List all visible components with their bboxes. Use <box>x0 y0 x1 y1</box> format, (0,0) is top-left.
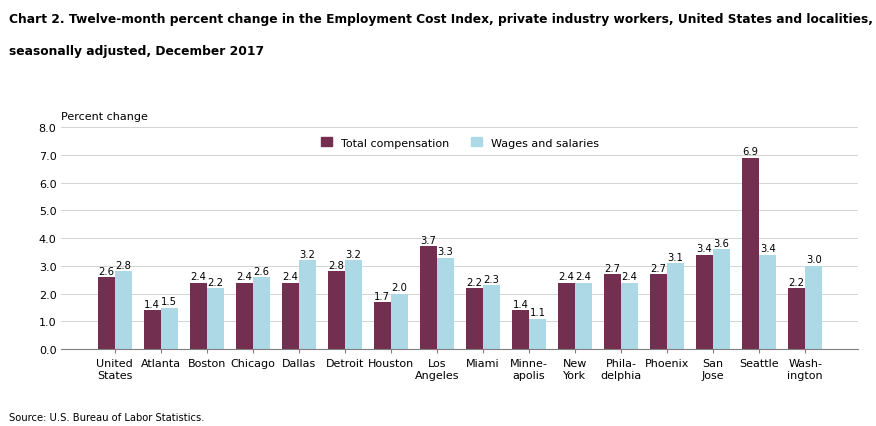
Text: 2.2: 2.2 <box>466 277 483 287</box>
Bar <box>788 288 805 349</box>
Text: 2.7: 2.7 <box>651 263 667 273</box>
Text: Chart 2. Twelve-month percent change in the Employment Cost Index, private indus: Chart 2. Twelve-month percent change in … <box>9 13 876 26</box>
Text: 3.7: 3.7 <box>420 236 436 245</box>
Bar <box>299 261 315 349</box>
Text: 2.2: 2.2 <box>208 277 223 287</box>
Text: 2.2: 2.2 <box>788 277 805 287</box>
Text: 2.4: 2.4 <box>559 271 575 282</box>
Bar <box>668 263 684 349</box>
Text: 2.8: 2.8 <box>328 260 344 271</box>
Bar <box>805 266 823 349</box>
Text: 2.4: 2.4 <box>190 271 206 282</box>
Text: 2.8: 2.8 <box>115 260 131 271</box>
Text: 3.1: 3.1 <box>668 252 683 262</box>
Bar <box>713 250 731 349</box>
Bar <box>604 275 621 349</box>
Text: Source: U.S. Bureau of Labor Statistics.: Source: U.S. Bureau of Labor Statistics. <box>9 412 204 422</box>
Bar <box>236 283 252 349</box>
Text: 2.4: 2.4 <box>237 271 252 282</box>
Text: 6.9: 6.9 <box>743 147 759 157</box>
Bar <box>483 286 500 349</box>
Bar <box>529 319 546 349</box>
Bar <box>252 277 270 349</box>
Text: 1.4: 1.4 <box>145 299 160 309</box>
Text: 2.3: 2.3 <box>484 274 499 284</box>
Text: 2.0: 2.0 <box>392 282 407 293</box>
Bar <box>391 294 408 349</box>
Text: 3.0: 3.0 <box>806 255 822 265</box>
Legend: Total compensation, Wages and salaries: Total compensation, Wages and salaries <box>316 133 604 153</box>
Bar <box>345 261 362 349</box>
Text: 2.4: 2.4 <box>576 271 591 282</box>
Bar <box>575 283 592 349</box>
Text: Percent change: Percent change <box>61 112 148 121</box>
Bar <box>621 283 638 349</box>
Text: 3.2: 3.2 <box>345 249 361 259</box>
Bar <box>189 283 207 349</box>
Bar <box>696 255 713 349</box>
Bar <box>144 311 160 349</box>
Text: 2.4: 2.4 <box>282 271 298 282</box>
Text: 3.3: 3.3 <box>437 247 453 256</box>
Text: 2.7: 2.7 <box>604 263 620 273</box>
Bar <box>328 272 345 349</box>
Bar <box>759 255 776 349</box>
Text: 3.4: 3.4 <box>759 244 775 254</box>
Bar <box>437 258 454 349</box>
Text: 1.4: 1.4 <box>512 299 528 309</box>
Bar <box>282 283 299 349</box>
Text: 1.7: 1.7 <box>374 291 391 301</box>
Bar <box>466 288 483 349</box>
Bar <box>115 272 131 349</box>
Text: 2.4: 2.4 <box>622 271 638 282</box>
Bar <box>160 308 178 349</box>
Text: 2.6: 2.6 <box>253 266 269 276</box>
Text: 3.4: 3.4 <box>696 244 712 254</box>
Bar <box>374 302 391 349</box>
Text: 3.6: 3.6 <box>714 238 730 248</box>
Bar <box>558 283 575 349</box>
Bar <box>207 288 223 349</box>
Text: seasonally adjusted, December 2017: seasonally adjusted, December 2017 <box>9 45 264 58</box>
Text: 1.5: 1.5 <box>161 296 177 306</box>
Text: 2.6: 2.6 <box>98 266 114 276</box>
Bar <box>742 158 759 349</box>
Bar <box>420 247 437 349</box>
Text: 3.2: 3.2 <box>300 249 315 259</box>
Bar <box>650 275 668 349</box>
Bar <box>512 311 529 349</box>
Text: 1.1: 1.1 <box>529 308 546 317</box>
Bar <box>97 277 115 349</box>
